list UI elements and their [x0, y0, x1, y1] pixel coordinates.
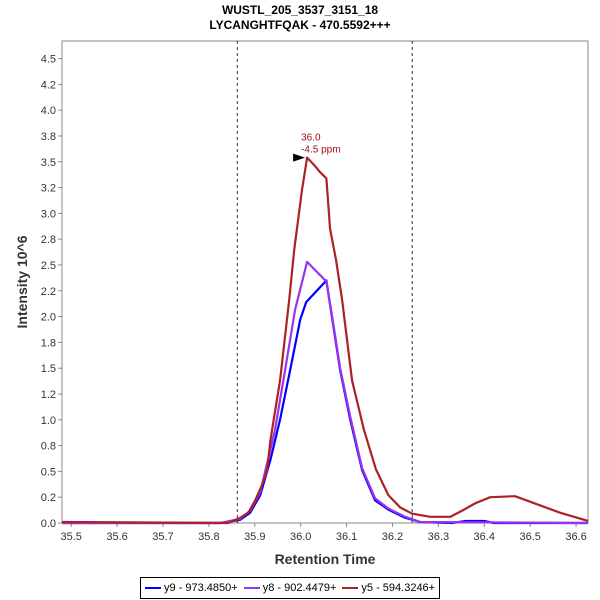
x-tick-label: 35.7 [152, 531, 173, 543]
y-tick-label: 3.0 [41, 208, 56, 220]
x-tick-label: 36.5 [519, 531, 540, 543]
y-tick-label: 4.2 [41, 79, 56, 91]
y-tick-label: 3.5 [41, 157, 56, 169]
legend-swatch [342, 587, 359, 589]
y-tick-label: 2.8 [41, 234, 56, 246]
y-tick-label: 4.5 [41, 54, 56, 66]
y-tick-label: 1.0 [41, 415, 56, 427]
peak-annotation-ppm: -4.5 ppm [301, 145, 340, 156]
series-line [61, 156, 589, 525]
y-tick-label: 4.0 [41, 105, 56, 117]
legend-label: y9 - 973.4850+ [164, 582, 238, 594]
legend-item: y9 - 973.4850+ [145, 582, 238, 594]
x-tick-label: 36.0 [290, 531, 311, 543]
x-tick-label: 36.3 [428, 531, 449, 543]
y-tick-label: 3.8 [41, 131, 56, 143]
legend-label: y5 - 594.3246+ [361, 582, 436, 594]
chart-title: WUSTL_205_3537_3151_18 [221, 3, 379, 17]
y-tick-label: 0.0 [41, 518, 56, 530]
x-tick-label: 35.6 [106, 531, 127, 543]
x-tick-label: 36.2 [382, 531, 403, 543]
x-tick-label: 36.4 [474, 531, 495, 543]
x-tick-label: 35.5 [60, 531, 81, 543]
y-tick-label: 2.5 [41, 260, 56, 272]
legend-item: y8 - 902.4479+ [243, 582, 337, 594]
y-axis-label: Intensity 10^6 [14, 235, 30, 328]
y-tick-label: 2.2 [41, 286, 56, 298]
chart-subtitle: LYCANGHTFQAK - 470.5592+++ [209, 18, 391, 32]
x-axis-label: Retention Time [275, 551, 376, 567]
peak-annotation-rt: 36.0 [301, 133, 321, 144]
y-tick-label: 1.2 [41, 389, 56, 401]
x-tick-label: 35.8 [198, 531, 219, 543]
legend-swatch [145, 587, 161, 589]
legend-swatch [243, 587, 260, 589]
y-tick-label: 0.8 [41, 441, 56, 453]
legend-label: y8 - 902.4479+ [262, 582, 337, 594]
peak-arrow-icon [293, 153, 306, 162]
legend: y9 - 973.4850+ y8 - 902.4479+ y5 - 594.324… [140, 577, 441, 599]
y-tick-label: 0.2 [41, 492, 56, 504]
x-tick-label: 35.9 [244, 531, 265, 543]
y-tick-label: 2.0 [41, 312, 56, 324]
y-tick-label: 3.2 [41, 183, 56, 195]
x-tick-label: 36.6 [565, 531, 586, 543]
legend-item: y5 - 594.3246+ [342, 582, 435, 594]
y-tick-label: 0.5 [41, 466, 56, 478]
y-tick-label: 1.8 [41, 337, 56, 349]
y-tick-label: 1.5 [41, 363, 56, 375]
x-tick-label: 36.1 [336, 531, 357, 543]
